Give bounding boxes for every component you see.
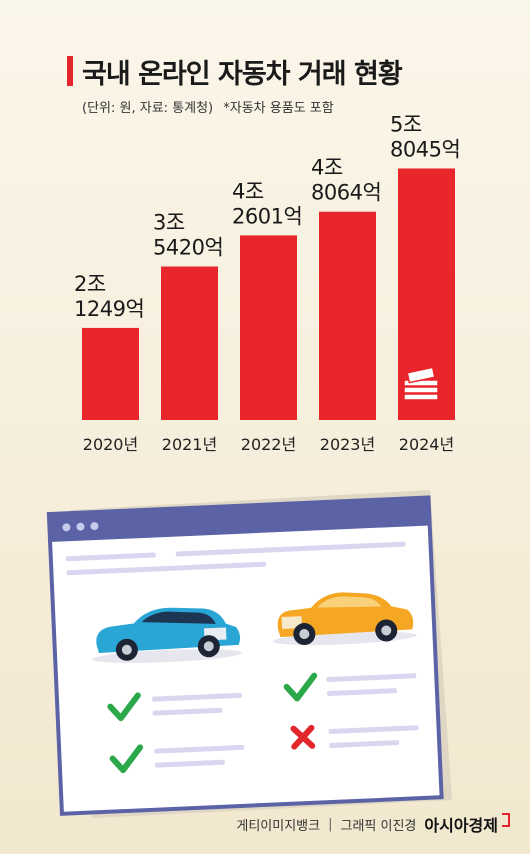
data-label: 2조 — [74, 272, 106, 296]
data-label: 5조 — [390, 112, 422, 136]
check-icon — [107, 692, 141, 722]
data-label: 4조 — [232, 179, 264, 203]
bar-2023년 — [319, 211, 376, 420]
tick-label: 2023년 — [320, 435, 375, 454]
tick-label: 2020년 — [83, 435, 138, 454]
bar-2022년 — [240, 235, 297, 420]
bar-2021년 — [161, 266, 218, 420]
photo-credit: 게티이미지뱅크 — [236, 818, 321, 834]
tick-label: 2022년 — [241, 435, 296, 454]
page-subtitle: (단위: 원, 자료: 통계청) *자동차 용품도 포함 — [82, 97, 334, 116]
data-label: 8045억 — [390, 137, 460, 161]
data-label: 3조 — [153, 211, 185, 235]
money-stack-icon — [403, 366, 439, 401]
browser-titlebar — [48, 497, 430, 543]
footer-credits: 게티이미지뱅크 | 그래픽 이진경 아시아경제 — [236, 812, 510, 836]
title-accent-bar — [67, 56, 73, 86]
orange-car-icon — [272, 592, 417, 646]
window-dot-icon — [90, 522, 99, 531]
graphic-credit: 그래픽 이진경 — [340, 818, 417, 834]
window-dot-icon — [62, 523, 71, 532]
credit-separator: | — [328, 816, 333, 832]
data-label: 5420억 — [153, 236, 223, 260]
tick-label: 2024년 — [399, 435, 454, 454]
blue-car-icon — [92, 607, 243, 663]
window-dot-icon — [76, 522, 85, 531]
cross-icon — [290, 724, 316, 750]
subtitle-unit-source: (단위: 원, 자료: 통계청) — [82, 101, 214, 116]
tick-label: 2021년 — [162, 435, 217, 454]
data-label: 4조 — [311, 156, 343, 180]
subtitle-note: *자동차 용품도 포함 — [223, 101, 334, 116]
comparison-illustration — [46, 490, 452, 818]
bars-group — [82, 168, 455, 420]
check-icon — [283, 672, 318, 702]
check-icon — [109, 744, 144, 774]
page-title: 국내 온라인 자동차 거래 현황 — [82, 59, 403, 90]
labels-group: 2조1249억2020년3조5420억2021년4조2601억2022년4조80… — [74, 112, 461, 454]
data-label: 2601억 — [232, 204, 302, 228]
brand-mark-icon — [502, 813, 510, 827]
brand-logo: 아시아경제 — [424, 816, 498, 835]
bar-2020년 — [82, 327, 139, 420]
data-label: 8064억 — [311, 181, 381, 205]
data-label: 1249억 — [74, 297, 144, 321]
